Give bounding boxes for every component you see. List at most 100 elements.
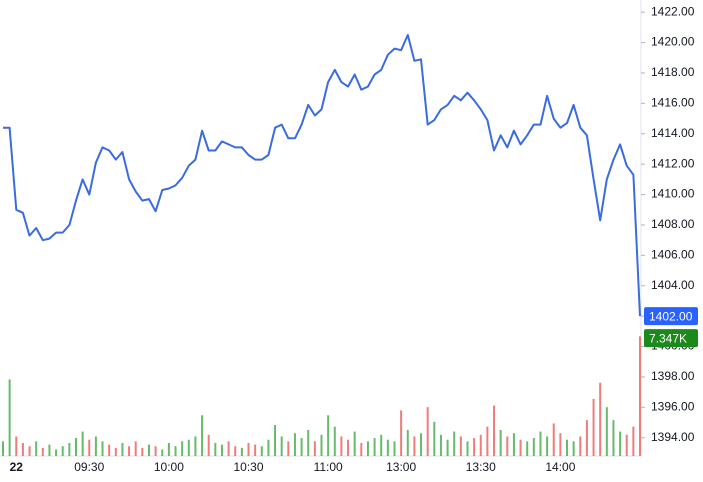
volume-bar — [493, 405, 496, 456]
volume-bar — [380, 434, 383, 456]
volume-bar — [214, 442, 217, 456]
x-tick-label: 13:30 — [466, 460, 496, 474]
y-tick-label: 1422.00 — [651, 4, 695, 18]
x-tick-label: 13:00 — [386, 460, 416, 474]
volume-bar — [68, 442, 71, 456]
volume-bar — [121, 442, 124, 456]
y-tick-label: 1410.00 — [651, 187, 695, 201]
volume-bar — [439, 434, 442, 456]
volume-bar — [61, 446, 64, 456]
volume-bar — [28, 446, 31, 456]
value-label-box — [644, 329, 698, 348]
x-tick-label: 14:00 — [545, 460, 575, 474]
volume-bar — [220, 444, 223, 456]
volume-bar — [366, 441, 369, 456]
volume-bar — [579, 436, 582, 456]
volume-bar — [174, 446, 177, 456]
volume-bar — [94, 436, 97, 456]
volume-bar — [320, 434, 323, 456]
volume-bar — [81, 431, 84, 456]
volume-bar — [599, 382, 602, 456]
volume-bar — [187, 439, 190, 456]
volume-bar — [247, 442, 250, 456]
x-tick-label: 10:30 — [233, 460, 263, 474]
volume-bar — [300, 438, 303, 456]
y-tick-label: 1412.00 — [651, 156, 695, 170]
volume-bar — [207, 434, 210, 456]
volume-bar — [619, 431, 622, 456]
value-label-box — [644, 307, 698, 326]
volume-bar — [141, 447, 144, 456]
y-tick-label: 1398.00 — [651, 369, 695, 383]
volume-bar — [74, 438, 77, 456]
volume-bar — [313, 441, 316, 456]
volume-bar — [327, 415, 330, 456]
volume-bar — [48, 444, 51, 456]
volume-bar — [479, 434, 482, 456]
volume-bar — [639, 336, 641, 456]
value-label: 7.347K — [649, 331, 687, 345]
volume-bar — [114, 447, 117, 456]
y-tick-label: 1406.00 — [651, 248, 695, 262]
volume-bar — [35, 441, 38, 456]
volume-bar — [234, 446, 237, 456]
volume-bar — [260, 446, 263, 456]
volume-bar — [161, 449, 164, 456]
volume-bar — [128, 446, 131, 456]
volume-bar — [486, 426, 489, 456]
x-tick-label: 09:30 — [74, 460, 104, 474]
volume-bar — [134, 441, 137, 456]
volume-bar — [453, 431, 456, 456]
volume-bar — [552, 423, 555, 456]
volume-bar — [21, 442, 24, 456]
y-tick-label: 1396.00 — [651, 400, 695, 414]
volume-bar — [88, 439, 91, 456]
volume-bar — [473, 438, 476, 456]
volume-bar — [194, 436, 197, 456]
volume-bar — [108, 444, 111, 456]
volume-bar — [167, 442, 170, 456]
volume-bar — [267, 439, 270, 456]
volume-bar — [55, 449, 58, 456]
y-tick-label: 1420.00 — [651, 35, 695, 49]
y-tick-label: 1416.00 — [651, 96, 695, 110]
volume-bar — [612, 420, 615, 456]
volume-bar — [393, 441, 396, 456]
y-tick-label: 1414.00 — [651, 126, 695, 140]
volume-bar — [101, 441, 104, 456]
volume-bar — [293, 433, 296, 456]
volume-bar — [532, 438, 535, 456]
volume-bar — [446, 439, 449, 456]
volume-bar — [406, 429, 409, 456]
x-tick-label: 22 — [10, 460, 24, 474]
volume-bar — [519, 439, 522, 456]
x-tick-label: 10:00 — [154, 460, 184, 474]
volume-bar — [15, 436, 18, 456]
volume-bar — [625, 434, 628, 456]
volume-bar — [566, 439, 569, 456]
volume-bar — [240, 447, 243, 456]
volume-bar — [585, 420, 588, 456]
volume-bar — [287, 441, 290, 456]
volume-bar — [181, 441, 184, 456]
volume-bar — [572, 441, 575, 456]
volume-bar — [632, 426, 635, 456]
volume-bar — [426, 407, 429, 456]
volume-bar — [512, 433, 515, 456]
volume-bar — [8, 379, 11, 456]
volume-bar — [539, 431, 542, 456]
price-line — [3, 34, 641, 317]
volume-bar — [2, 441, 4, 456]
y-tick-label: 1408.00 — [651, 217, 695, 231]
volume-bar — [340, 436, 343, 456]
volume-bar — [227, 441, 230, 456]
volume-bar — [147, 444, 150, 456]
volume-bar — [592, 399, 595, 456]
volume-bar — [353, 431, 356, 456]
volume-bar — [373, 438, 376, 456]
volume-bar — [605, 407, 608, 456]
volume-bar — [499, 429, 502, 456]
volume-bar — [433, 421, 436, 456]
